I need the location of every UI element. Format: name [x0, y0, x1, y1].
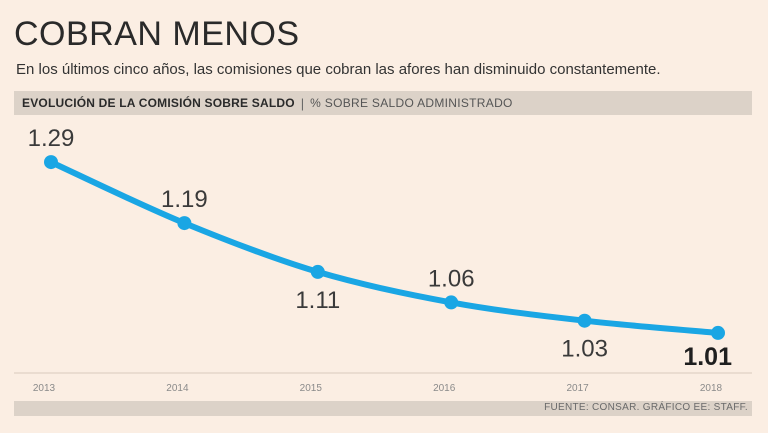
series-line — [48, 159, 721, 336]
data-point-2017 — [577, 313, 592, 328]
x-tick-label-2017: 2017 — [566, 383, 589, 394]
data-point-2015 — [310, 264, 325, 279]
x-tick-label-2014: 2014 — [166, 383, 189, 394]
x-tick-label-2015: 2015 — [300, 383, 323, 394]
source-note: FUENTE: CONSAR. GRÁFICO EE: STAFF. — [544, 402, 748, 413]
chart-subtitle: En los últimos cinco años, las comisione… — [16, 61, 661, 78]
chart-header-separator: | — [300, 95, 305, 111]
data-point-2018 — [711, 325, 725, 340]
data-label-2013: 1.29 — [28, 125, 75, 152]
chart-header-label: EVOLUCIÓN DE LA COMISIÓN SOBRE SALDO — [22, 96, 295, 110]
data-label-2017: 1.03 — [561, 336, 608, 363]
x-tick-label-2013: 2013 — [33, 383, 56, 394]
data-label-2015: 1.11 — [295, 287, 340, 314]
data-label-2014: 1.19 — [161, 186, 208, 213]
chart-title: COBRAN MENOS — [14, 15, 300, 53]
chart-header-band: EVOLUCIÓN DE LA COMISIÓN SOBRE SALDO | %… — [14, 91, 752, 115]
x-tick-label-2018: 2018 — [700, 383, 723, 394]
data-label-2018: 1.01 — [683, 343, 732, 371]
data-label-2016: 1.06 — [428, 265, 475, 292]
data-point-2013 — [44, 155, 58, 170]
data-point-2014 — [177, 216, 192, 231]
source-band: FUENTE: CONSAR. GRÁFICO EE: STAFF. — [14, 401, 752, 416]
x-tick-label-2016: 2016 — [433, 383, 456, 394]
data-point-2016 — [444, 295, 459, 310]
chart-header-unit: % SOBRE SALDO ADMINISTRADO — [310, 96, 513, 110]
